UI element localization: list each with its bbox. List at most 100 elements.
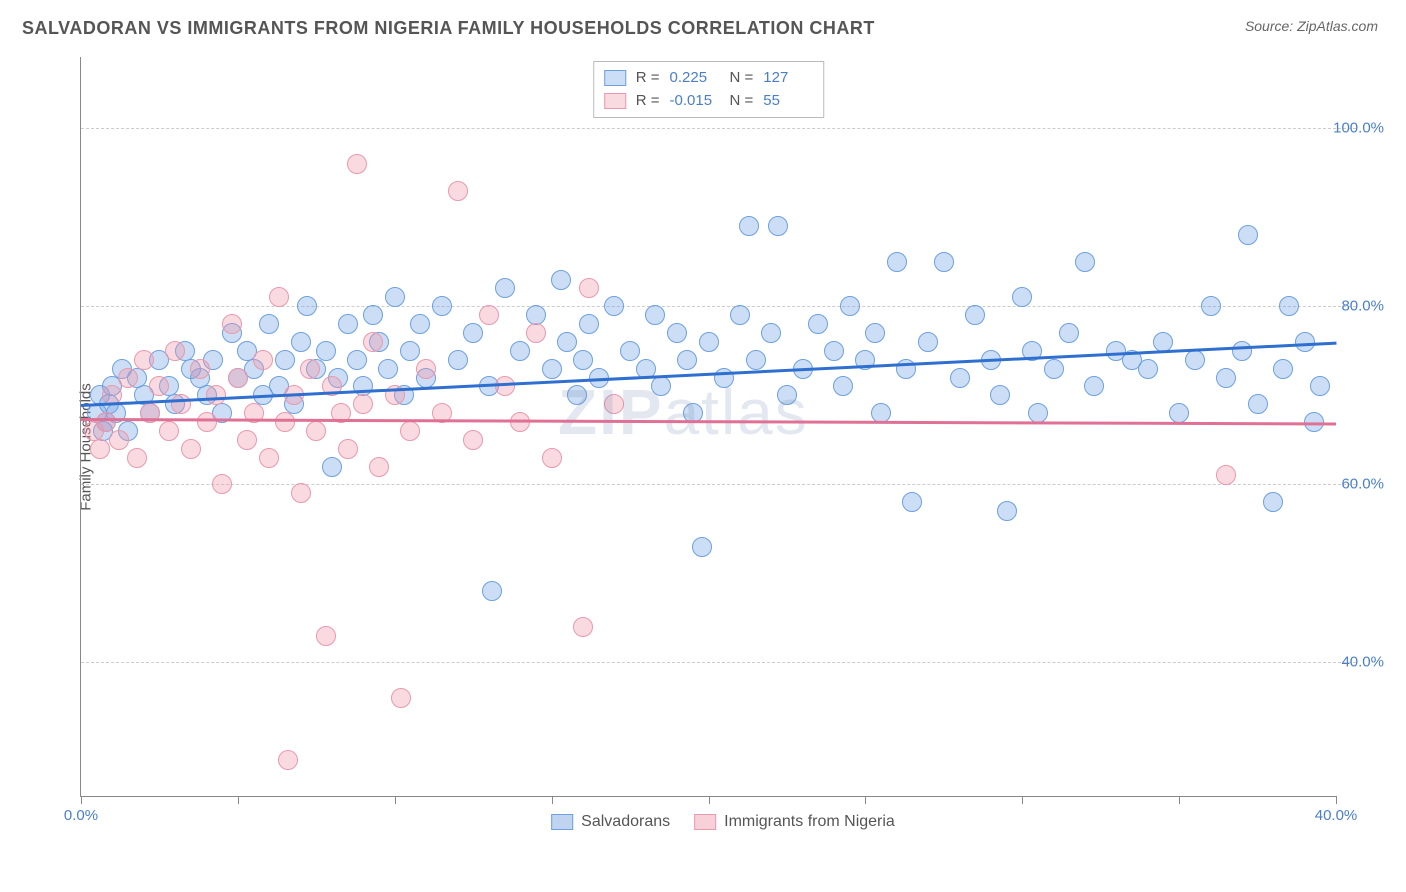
scatter-point: [579, 314, 599, 334]
scatter-point: [463, 430, 483, 450]
scatter-point: [118, 368, 138, 388]
scatter-point: [1310, 376, 1330, 396]
scatter-point: [275, 412, 295, 432]
scatter-point: [833, 376, 853, 396]
scatter-point: [410, 314, 430, 334]
scatter-point: [918, 332, 938, 352]
scatter-point: [620, 341, 640, 361]
scatter-point: [253, 350, 273, 370]
scatter-point: [542, 359, 562, 379]
scatter-point: [1138, 359, 1158, 379]
scatter-point: [237, 430, 257, 450]
chart-container: Family Households ZIPatlas R = 0.225 N =…: [60, 57, 1386, 837]
x-tick: [395, 796, 396, 804]
scatter-point: [573, 617, 593, 637]
scatter-point: [714, 368, 734, 388]
scatter-point: [746, 350, 766, 370]
scatter-point: [278, 750, 298, 770]
scatter-point: [378, 359, 398, 379]
scatter-point: [1059, 323, 1079, 343]
legend-swatch-1: [694, 814, 716, 830]
scatter-point: [808, 314, 828, 334]
x-tick: [81, 796, 82, 804]
scatter-point: [651, 376, 671, 396]
swatch-series-0: [604, 70, 626, 86]
y-tick-label: 60.0%: [1341, 476, 1384, 493]
x-tick: [709, 796, 710, 804]
scatter-point: [692, 537, 712, 557]
x-tick: [1022, 796, 1023, 804]
scatter-point: [1169, 403, 1189, 423]
scatter-point: [604, 296, 624, 316]
scatter-point: [338, 314, 358, 334]
scatter-point: [865, 323, 885, 343]
scatter-point: [739, 216, 759, 236]
legend-label-1: Immigrants from Nigeria: [724, 813, 895, 831]
scatter-point: [171, 394, 191, 414]
stats-row-series-0: R = 0.225 N = 127: [604, 67, 814, 90]
scatter-point: [1044, 359, 1064, 379]
scatter-point: [965, 305, 985, 325]
scatter-point: [206, 385, 226, 405]
scatter-point: [1238, 225, 1258, 245]
scatter-point: [391, 688, 411, 708]
legend-item-0: Salvadorans: [551, 813, 670, 831]
gridline-h: [81, 662, 1356, 663]
gridline-h: [81, 484, 1356, 485]
scatter-point: [934, 252, 954, 272]
scatter-point: [363, 332, 383, 352]
plot-area: ZIPatlas R = 0.225 N = 127 R = -0.015 N …: [80, 57, 1336, 797]
scatter-point: [363, 305, 383, 325]
scatter-point: [181, 439, 201, 459]
scatter-point: [322, 457, 342, 477]
x-tick: [238, 796, 239, 804]
scatter-point: [526, 323, 546, 343]
scatter-point: [1232, 341, 1252, 361]
x-tick-label: 0.0%: [64, 807, 98, 824]
scatter-point: [1216, 465, 1236, 485]
n-value-1: 55: [763, 90, 813, 113]
scatter-point: [542, 448, 562, 468]
scatter-point: [887, 252, 907, 272]
scatter-point: [777, 385, 797, 405]
y-tick-label: 80.0%: [1341, 298, 1384, 315]
scatter-point: [997, 501, 1017, 521]
scatter-point: [1279, 296, 1299, 316]
scatter-point: [567, 385, 587, 405]
scatter-point: [579, 278, 599, 298]
scatter-point: [338, 439, 358, 459]
trend-line: [81, 418, 1336, 425]
gridline-h: [81, 128, 1356, 129]
x-tick: [552, 796, 553, 804]
scatter-point: [316, 341, 336, 361]
scatter-point: [259, 314, 279, 334]
scatter-point: [730, 305, 750, 325]
x-tick: [865, 796, 866, 804]
x-tick: [1179, 796, 1180, 804]
scatter-point: [90, 439, 110, 459]
chart-source: Source: ZipAtlas.com: [1245, 18, 1378, 34]
r-value-1: -0.015: [670, 90, 720, 113]
x-tick: [1336, 796, 1337, 804]
scatter-point: [604, 394, 624, 414]
scatter-point: [677, 350, 697, 370]
scatter-point: [1201, 296, 1221, 316]
scatter-point: [385, 287, 405, 307]
scatter-point: [840, 296, 860, 316]
scatter-point: [400, 341, 420, 361]
scatter-point: [551, 270, 571, 290]
scatter-point: [824, 341, 844, 361]
stats-row-series-1: R = -0.015 N = 55: [604, 90, 814, 113]
scatter-point: [1263, 492, 1283, 512]
chart-title: SALVADORAN VS IMMIGRANTS FROM NIGERIA FA…: [22, 18, 875, 39]
scatter-point: [197, 412, 217, 432]
gridline-h: [81, 306, 1356, 307]
scatter-point: [902, 492, 922, 512]
n-value-0: 127: [763, 67, 813, 90]
scatter-point: [1028, 403, 1048, 423]
scatter-point: [316, 626, 336, 646]
scatter-point: [275, 350, 295, 370]
scatter-point: [297, 296, 317, 316]
scatter-point: [479, 305, 499, 325]
scatter-point: [557, 332, 577, 352]
